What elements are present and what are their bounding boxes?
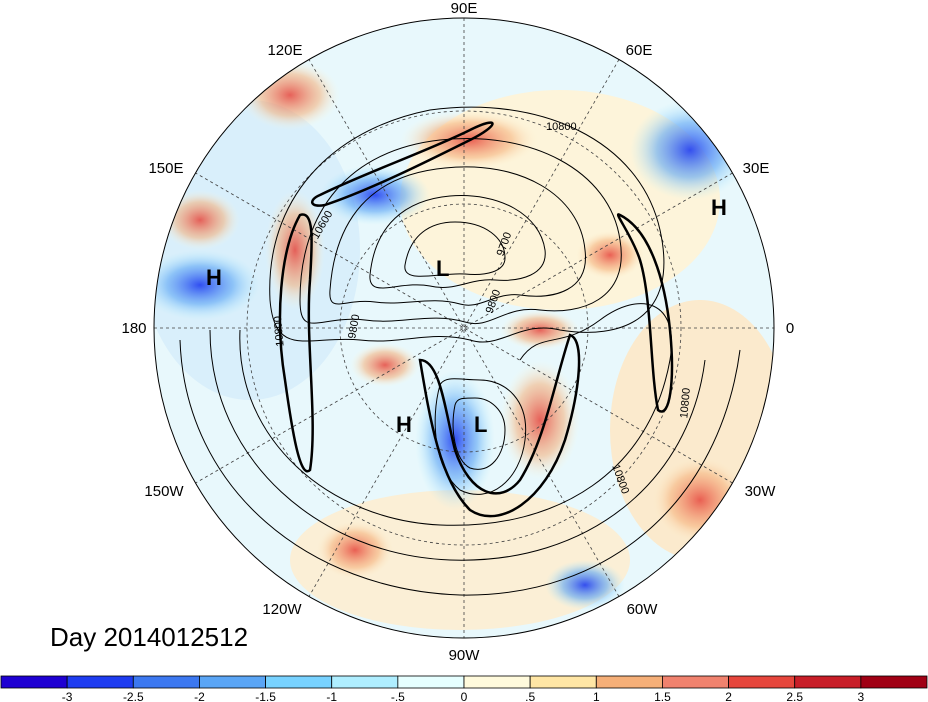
lon-label-120w: 120W xyxy=(262,601,302,618)
contour-label: 9800 xyxy=(346,313,362,339)
lon-label-180: 180 xyxy=(121,320,146,337)
colorbar-tick-label: -2 xyxy=(194,690,205,702)
colorbar-swatch xyxy=(331,675,399,689)
lon-label-30e: 30E xyxy=(743,160,770,177)
cold-anomaly-siberia xyxy=(320,165,430,225)
cold-anomaly-atlantic xyxy=(545,560,625,610)
colorbar-swatch xyxy=(66,675,134,689)
high-pressure-label: H xyxy=(206,265,222,290)
jet-contours xyxy=(278,121,674,518)
low-pressure-label: L xyxy=(436,256,449,281)
colorbar-swatch xyxy=(728,675,796,689)
colorbar-swatch xyxy=(463,675,531,689)
high-pressure-label: H xyxy=(711,195,727,220)
colorbar-tick-label: -3 xyxy=(62,690,73,702)
warm-anomaly-east-asia xyxy=(240,60,340,130)
contour-line xyxy=(452,397,506,470)
colorbar-swatch xyxy=(132,675,200,689)
lon-label-0: 0 xyxy=(786,320,794,337)
meridian-line xyxy=(195,172,733,484)
warm-anomaly-europe xyxy=(575,230,645,280)
jet-contour xyxy=(311,121,494,207)
warm-anomaly-alaska xyxy=(350,343,420,387)
lon-label-90e: 90E xyxy=(451,0,478,17)
lon-label-150w: 150W xyxy=(144,483,184,500)
contour-line xyxy=(209,329,706,561)
contour-line xyxy=(179,339,741,596)
cold-anomaly-europe xyxy=(630,100,750,200)
colorbar-swatch xyxy=(397,675,465,689)
warm-anomaly-central-pacific xyxy=(160,190,240,250)
high-pressure-label: H xyxy=(396,412,412,437)
map-disk xyxy=(153,17,775,639)
lon-label-30w: 30W xyxy=(745,483,777,500)
contour-line xyxy=(329,166,586,306)
jet-contour xyxy=(617,213,674,413)
jet-contour xyxy=(418,333,581,518)
colorbar-swatch xyxy=(662,675,729,689)
contour-line xyxy=(369,195,546,289)
contour-label: 10800 xyxy=(678,387,693,419)
warm-anomaly-mexico xyxy=(315,520,395,580)
lon-label-60w: 60W xyxy=(627,601,659,618)
colorbar-swatch xyxy=(794,675,862,689)
colorbar: -3 -2.5 -2 -1.5 -1 -.5 0 .5 1 1.5 2 2.5 3 xyxy=(0,675,928,702)
colorbar-tick-label: 1.5 xyxy=(654,690,671,702)
warm-anomaly-greenland xyxy=(500,310,580,350)
meridian-line xyxy=(308,59,620,597)
cold-anomaly-pacific xyxy=(154,250,260,320)
colorbar-tick-label: -.5 xyxy=(391,690,405,702)
lon-label-150e: 150E xyxy=(148,160,183,177)
colorbar-tick-label: 1 xyxy=(593,690,600,702)
longitude-labels: 90E 60E 30E 0 30W 60W 90W 120W 150W 180 … xyxy=(121,0,794,664)
colorbar-swatch xyxy=(595,675,663,689)
map-disk-outline xyxy=(153,17,775,639)
jet-contour xyxy=(278,213,314,473)
anomaly-shading xyxy=(154,60,774,630)
cold-anomaly-canada xyxy=(415,370,495,510)
colorbar-swatch xyxy=(860,675,928,689)
contour-line xyxy=(269,106,665,343)
meridian-line xyxy=(195,172,733,484)
colorbar-swatch xyxy=(265,675,333,689)
contour-label: 10800 xyxy=(546,121,577,133)
contour-line xyxy=(404,221,506,277)
contour-line xyxy=(299,138,622,324)
pressure-centers: H H H L L xyxy=(206,195,727,437)
height-contours xyxy=(179,106,741,596)
contour-label: 10800 xyxy=(272,316,287,348)
contour-line xyxy=(239,303,672,526)
lon-label-120e: 120E xyxy=(267,42,302,59)
date-title: Day 2014012512 xyxy=(50,622,248,652)
colorbar-swatch xyxy=(529,675,597,689)
colorbar-tick-label: -1 xyxy=(326,690,337,702)
colorbar-tick-label: -1.5 xyxy=(255,690,276,702)
colorbar-tick-label: 0 xyxy=(461,690,468,702)
colorbar-tick-label: .5 xyxy=(525,690,535,702)
colorbar-tick-label: 3 xyxy=(858,690,865,702)
low-pressure-label: L xyxy=(474,412,487,437)
lon-label-60e: 60E xyxy=(626,42,653,59)
colorbar-tick-label: 2 xyxy=(725,690,732,702)
colorbar-swatch xyxy=(0,675,68,689)
warm-anomaly-eastern-us xyxy=(500,360,580,480)
shade-patch xyxy=(154,100,360,400)
lon-label-90w: 90W xyxy=(449,647,481,664)
colorbar-tick-label: 2.5 xyxy=(786,690,803,702)
colorbar-swatch xyxy=(199,675,266,689)
colorbar-tick-label: -2.5 xyxy=(123,690,144,702)
